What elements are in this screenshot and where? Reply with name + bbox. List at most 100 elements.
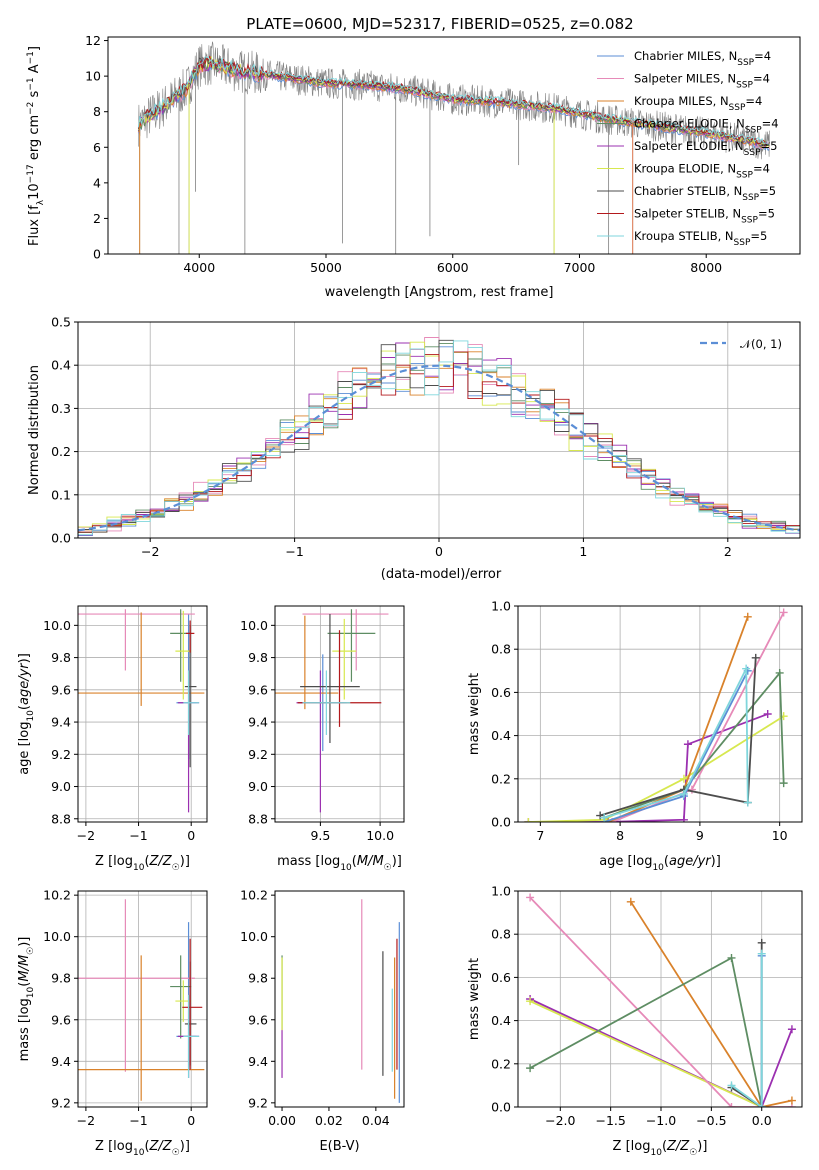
plot-area [281,899,400,1103]
weight-line [528,715,785,822]
weight-marker [743,798,752,807]
x-tick-label: 9 [696,828,704,843]
x-tick-label: 0.00 [268,1113,296,1128]
y-tick-label: 0.2 [491,771,511,786]
y-tick-label: 10.0 [240,618,268,633]
y-tick-label: 9.4 [248,1054,268,1069]
axes-frame: −2 −1 0 8.8 9.0 9.2 9.4 9.6 9.8 10.0 [43,605,208,843]
panel-weight_vs_age: 7 8 9 10 0.0 0.2 0.4 0.6 0.8 1.0 mass weight age [l… [467,599,803,873]
axes-frame: 7 8 9 10 0.0 0.2 0.4 0.6 0.8 1.0 [491,599,803,843]
x-tick-label: −1 [285,544,303,559]
x-tick-label: 0.0 [752,1113,772,1128]
weight-marker [679,789,688,798]
y-tick-label: 9.2 [248,747,268,762]
y-tick-label: 9.6 [51,682,71,697]
x-tick-label: 6000 [437,260,469,275]
y-axis-label: mass weight [467,958,482,1040]
y-tick-label: 0.2 [51,444,71,459]
legend-label: 𝒩(0, 1) [740,337,782,351]
y-tick-label: 10 [85,69,101,84]
axes-box [274,605,405,823]
plot-area [275,609,389,813]
x-tick-label: −1 [129,1113,147,1128]
y-tick-label: 9.8 [248,971,268,986]
legend: Chabrier MILES, NSSP=4 Salpeter MILES, NS… [597,49,779,248]
y-tick-label: 0.3 [51,401,71,416]
y-tick-label: 9.2 [248,1095,268,1110]
axes-frame: 0.00 0.02 0.04 9.2 9.4 9.6 9.8 10.0 10.2 [240,888,405,1128]
y-tick-label: 0.4 [491,1013,511,1028]
weight-line [529,998,793,1107]
y-tick-label: 0.0 [491,1100,511,1115]
y-tick-label: 0.2 [491,1056,511,1071]
x-tick-label: 0.02 [315,1113,343,1128]
x-tick-label: −1 [129,828,147,843]
plot-area [78,899,205,1101]
panel-age_vs_Z: −2 −1 0 8.8 9.0 9.2 9.4 9.6 9.8 10.0 Z [log10(Z/Z☉… [17,605,208,873]
y-tick-label: 10.0 [43,929,71,944]
y-tick-label: 9.0 [248,779,268,794]
figure-title: PLATE=0600, MJD=52317, FIBERID=0525, z=0… [246,15,633,33]
weight-line [730,953,763,1107]
x-tick-label: 2 [724,544,732,559]
y-tick-label: 4 [93,175,101,190]
panel-weight_vs_Z: −2.0 −1.5 −1.0 −0.5 0.0 0.0 0.2 0.4 0.6 0.8 1.0 mas… [467,884,803,1158]
x-tick-label: −1.0 [646,1113,676,1128]
x-axis-label: E(B-V) [319,1139,359,1154]
weight-line [529,956,763,1107]
axes-frame: 4000 5000 6000 7000 8000 0 2 4 6 8 10 12 [85,33,801,275]
axes-box [107,36,801,255]
x-tick-label: 10.0 [366,828,394,843]
weight-marker [751,653,760,662]
x-tick-label: 0 [187,1113,195,1128]
y-tick-label: 0.6 [491,685,511,700]
plot-area [526,893,796,1107]
y-tick-label: 9.2 [51,747,71,762]
y-tick-label: 0.0 [51,531,71,546]
weight-marker [626,897,635,906]
axes-box [517,890,803,1108]
y-tick-label: 8 [93,104,101,119]
weight-marker [600,813,609,822]
y-axis-label: mass [log10(M/M☉)] [17,937,36,1062]
panel-residuals: −2 −1 0 1 2 0.0 0.1 0.2 0.3 0.4 0.5 𝒩(0, 1) (data-mo… [27,315,801,582]
legend-label: Chabrier MILES, NSSP=4 [634,49,771,68]
plot-area [78,337,800,536]
x-tick-label: 7000 [564,260,596,275]
legend-label: Kroupa ELODIE, NSSP=4 [634,162,770,181]
model-spectrum [137,56,770,146]
weight-line [599,657,757,817]
weight-marker [526,893,535,902]
weight-line [603,668,749,819]
panel-spectrum: 4000 5000 6000 7000 8000 0 2 4 6 8 10 12 Chabrier MI… [26,33,801,300]
legend-label: Chabrier ELODIE, NSSP=4 [634,117,779,136]
weight-marker [743,612,752,621]
x-axis-label: wavelength [Angstrom, rest frame] [325,285,554,300]
x-axis-label: age [log10(age/yr)] [599,854,721,873]
y-tick-label: 9.8 [51,650,71,665]
x-axis-label: Z [log10(Z/Z☉)] [613,1139,708,1158]
legend-label: Salpeter ELODIE, NSSP=5 [634,139,777,158]
axes-box [77,605,208,823]
legend-label: Kroupa MILES, NSSP=4 [634,94,762,113]
y-tick-label: 9.0 [51,779,71,794]
y-axis-label: mass weight [467,673,482,755]
normal-reference-curve [78,364,800,532]
y-tick-label: 10.2 [240,888,268,903]
weight-line [529,896,792,1107]
y-tick-label: 9.8 [51,971,71,986]
axes-box [274,890,405,1108]
weight-marker [524,818,533,822]
legend-label: Chabrier STELIB, NSSP=5 [634,184,776,203]
weight-marker [742,664,751,673]
weight-marker [604,818,613,822]
y-tick-label: 9.8 [248,650,268,665]
x-tick-label: −2.0 [545,1113,575,1128]
y-tick-label: 10.0 [43,618,71,633]
axes-box [77,890,208,1108]
weight-line [603,670,785,819]
x-tick-label: 7 [536,828,544,843]
legend-label: Salpeter STELIB, NSSP=5 [634,207,775,226]
